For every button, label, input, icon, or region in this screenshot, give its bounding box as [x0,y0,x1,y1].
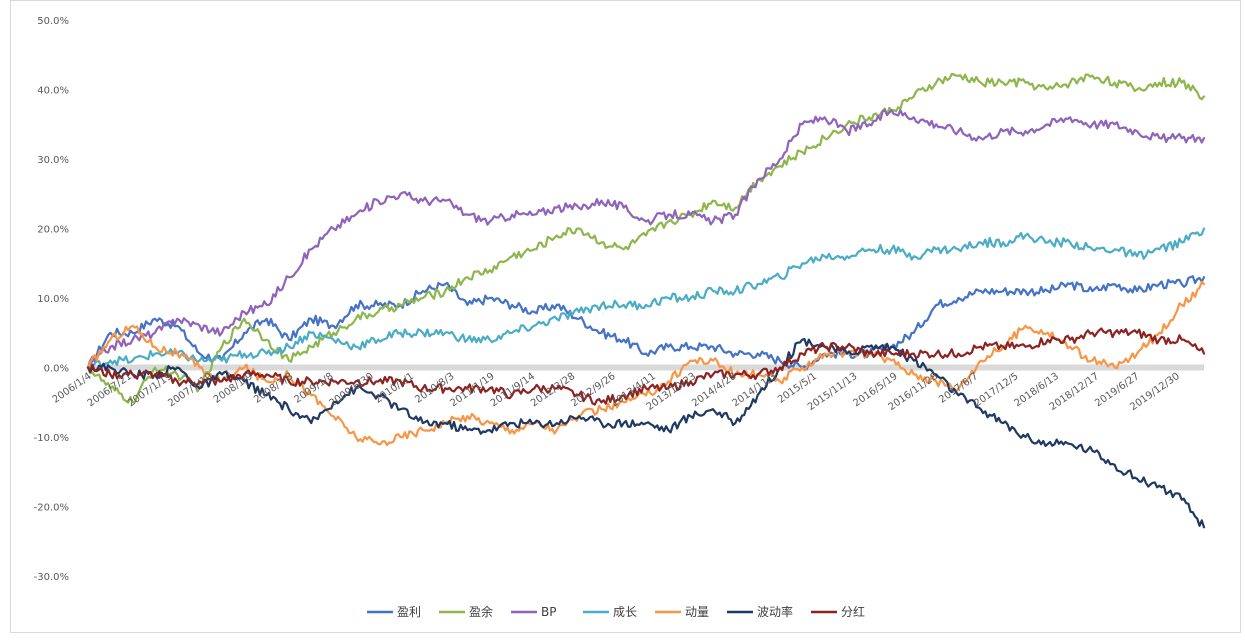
legend-label: BP [541,605,556,619]
series-line-5 [86,280,1206,447]
legend-label: 波动率 [757,604,793,619]
y-tick-label: -10.0% [34,433,69,444]
legend-label: 动量 [685,605,709,619]
legend-label: 成长 [613,605,637,619]
series-line-4 [86,227,1206,369]
y-tick-label: 30.0% [37,155,69,166]
y-tick-label: 10.0% [37,294,69,305]
chart-border [10,0,1241,633]
series-line-6 [86,338,1206,529]
legend-label: 分红 [841,604,865,619]
y-tick-label: 20.0% [37,225,69,236]
legend-label: 盈余 [469,604,493,619]
y-tick-label: -20.0% [34,503,69,514]
y-axis: 50.0% 40.0% 30.0% 20.0% 10.0% 0.0% -10.0% -20.0… [34,16,69,583]
series-line-1 [86,275,1206,371]
y-tick-label: 40.0% [37,86,69,97]
y-tick-label: 0.0% [44,364,69,375]
y-tick-label: -30.0% [34,572,69,583]
y-tick-label: 50.0% [37,16,69,27]
series-layer [86,72,1206,529]
series-line-7 [86,327,1206,406]
legend-label: 盈利 [397,605,421,619]
series-line-3 [86,109,1206,369]
chart-legend: 盈利 盈余 BP 成长 动量 波动率 分红 [367,604,865,619]
series-line-2 [86,72,1206,404]
